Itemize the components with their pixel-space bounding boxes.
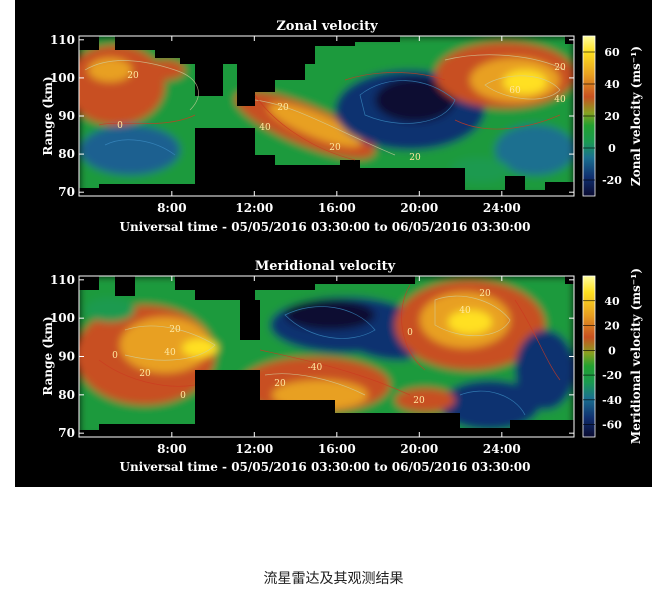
colorbar-tick-label: -20 bbox=[602, 369, 622, 382]
x-tick-label: 24:00 bbox=[483, 201, 521, 215]
meridional-contour-labels: 0 20 20 40 0 20 40 0 20 -40 20 bbox=[112, 289, 491, 406]
meridional-heatmap bbox=[79, 276, 574, 437]
zonal-axes: 8:00 12:00 16:00 20:00 24:00 70 80 90 100 110 bbox=[50, 33, 574, 215]
contour-label: 20 bbox=[127, 71, 139, 81]
meridional-colorbar bbox=[582, 275, 596, 438]
contour-label: 40 bbox=[554, 95, 566, 105]
meridional-axes: 8:00 12:00 16:00 20:00 24:00 70 80 90 100 110 bbox=[50, 273, 574, 456]
x-tick-label: 20:00 bbox=[400, 201, 438, 215]
contour-label: 0 bbox=[407, 328, 413, 338]
x-tick-label: 20:00 bbox=[400, 442, 438, 456]
y-tick-label: 70 bbox=[58, 426, 75, 440]
x-tick-label: 8:00 bbox=[157, 201, 186, 215]
zonal-xlabel: Universal time - 05/05/2016 03:30:00 to … bbox=[119, 220, 530, 234]
zonal-colorbar-label: Zonal velocity (ms⁻¹) bbox=[629, 46, 643, 186]
contour-label: 60 bbox=[509, 86, 521, 96]
y-tick-label: 110 bbox=[50, 273, 75, 287]
radar-figure: Zonal velocity bbox=[15, 0, 652, 487]
zonal-panel: Zonal velocity bbox=[41, 19, 643, 234]
x-tick-label: 16:00 bbox=[318, 201, 356, 215]
contour-label: 20 bbox=[274, 379, 286, 389]
colorbar-tick-label: 60 bbox=[604, 46, 620, 59]
y-tick-label: 110 bbox=[50, 33, 75, 47]
contour-label: 20 bbox=[329, 143, 341, 153]
colorbar-tick-label: 40 bbox=[604, 295, 620, 308]
meridional-colorbar-ticks: 40 20 0 -20 -40 -60 bbox=[583, 295, 622, 432]
contour-label: 0 bbox=[180, 391, 186, 401]
y-tick-label: 80 bbox=[58, 388, 75, 402]
colorbar-tick-label: -40 bbox=[602, 394, 622, 407]
contour-label: -40 bbox=[308, 363, 323, 373]
x-tick-label: 24:00 bbox=[483, 442, 521, 456]
x-tick-label: 12:00 bbox=[235, 442, 273, 456]
meridional-title: Meridional velocity bbox=[255, 259, 396, 274]
contour-label: 20 bbox=[139, 369, 151, 379]
zonal-contour-labels: 20 0 20 40 20 20 60 40 20 bbox=[117, 63, 566, 163]
contour-label: 20 bbox=[479, 289, 491, 299]
figure-caption: 流星雷达及其观测结果 bbox=[263, 571, 404, 587]
contour-label: 40 bbox=[459, 306, 471, 316]
y-tick-label: 100 bbox=[50, 71, 75, 85]
y-tick-label: 80 bbox=[58, 147, 75, 161]
zonal-ylabel: Range (km) bbox=[41, 76, 55, 155]
zonal-title: Zonal velocity bbox=[276, 19, 378, 34]
colorbar-tick-label: -20 bbox=[602, 174, 622, 187]
meridional-xlabel: Universal time - 05/05/2016 03:30:00 to … bbox=[119, 460, 530, 474]
x-tick-label: 12:00 bbox=[235, 201, 273, 215]
contour-label: 20 bbox=[409, 153, 421, 163]
colorbar-tick-label: -60 bbox=[602, 419, 622, 432]
y-tick-label: 90 bbox=[58, 350, 75, 364]
meridional-panel: Meridional velocity bbox=[41, 259, 643, 474]
colorbar-tick-label: 20 bbox=[604, 320, 620, 333]
colorbar-tick-label: 20 bbox=[604, 110, 620, 123]
colorbar-tick-label: 40 bbox=[604, 78, 620, 91]
meridional-ylabel: Range (km) bbox=[41, 316, 55, 395]
zonal-heatmap bbox=[79, 36, 574, 196]
contour-label: 20 bbox=[169, 325, 181, 335]
contour-label: 0 bbox=[112, 351, 118, 361]
y-tick-label: 100 bbox=[50, 311, 75, 325]
y-tick-label: 70 bbox=[58, 185, 75, 199]
y-tick-label: 90 bbox=[58, 109, 75, 123]
contour-label: 40 bbox=[259, 123, 271, 133]
x-tick-label: 8:00 bbox=[157, 442, 186, 456]
colorbar-tick-label: 0 bbox=[608, 344, 616, 357]
colorbar-tick-label: 0 bbox=[608, 142, 616, 155]
meridional-colorbar-label: Meridional velocity (ms⁻¹) bbox=[629, 268, 643, 444]
contour-label: 20 bbox=[277, 103, 289, 113]
contour-label: 20 bbox=[554, 63, 566, 73]
contour-label: 0 bbox=[117, 121, 123, 131]
contour-label: 20 bbox=[413, 396, 425, 406]
contour-label: 40 bbox=[164, 348, 176, 358]
zonal-colorbar-ticks: 60 40 20 0 -20 bbox=[583, 46, 622, 187]
x-tick-label: 16:00 bbox=[318, 442, 356, 456]
